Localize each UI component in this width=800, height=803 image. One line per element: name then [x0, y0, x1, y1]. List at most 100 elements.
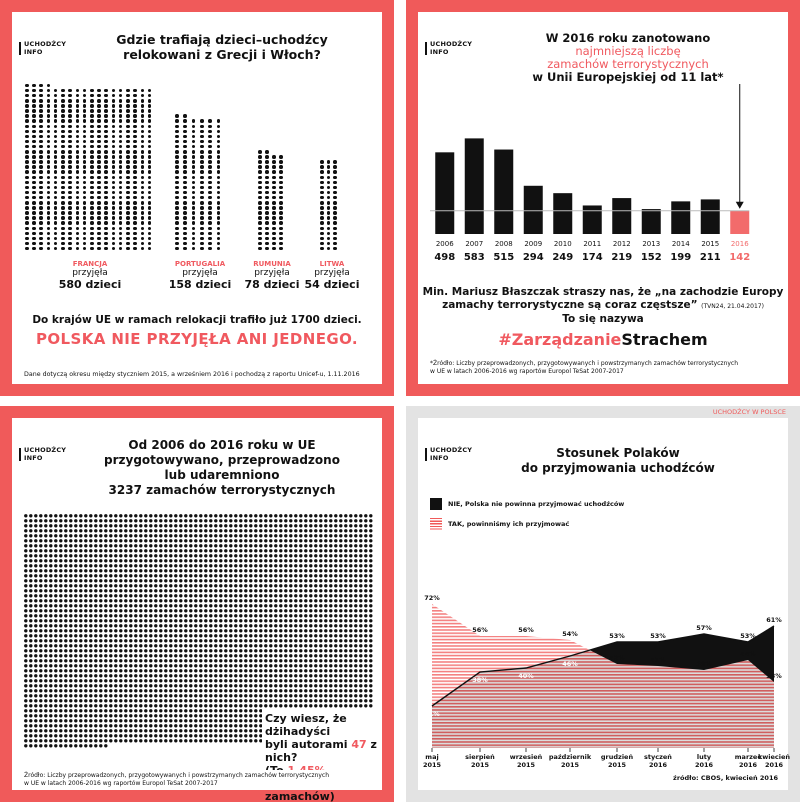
dot-attack [364, 704, 368, 708]
source-note: *Źródło: Liczby przeprowadzonych, przygo… [430, 360, 739, 375]
dot-attack [209, 564, 213, 568]
dot-attack [194, 624, 198, 628]
dot-attack [214, 699, 218, 703]
dot [200, 241, 204, 246]
dot [53, 88, 58, 93]
dot [68, 226, 72, 231]
dot-attack [24, 669, 28, 673]
dot-attack [279, 639, 283, 643]
dot-attack [249, 629, 253, 633]
dot-attack [99, 524, 103, 528]
dot-attack [199, 629, 203, 633]
dot-attack [289, 644, 293, 648]
dot-attack [94, 704, 98, 708]
dot-attack [269, 674, 273, 678]
dot [104, 109, 109, 113]
x-label-year: 2016 [739, 761, 758, 769]
dot-attack [69, 594, 73, 598]
dot-attack [74, 534, 78, 538]
dot-attack [114, 604, 118, 608]
dot-attack [364, 689, 368, 693]
dot [32, 226, 36, 231]
dot [32, 144, 36, 149]
dot-attack [194, 584, 198, 588]
dot-attack [49, 664, 53, 668]
dot-attack [284, 624, 288, 628]
dot-attack [124, 659, 128, 663]
dot-attack [274, 689, 278, 693]
dot [258, 150, 262, 154]
dot [46, 206, 51, 210]
dot-attack [144, 719, 148, 723]
dot [97, 246, 101, 251]
dot [265, 185, 269, 190]
dot [265, 170, 269, 174]
dot [53, 236, 58, 241]
dot-attack [114, 644, 118, 648]
dot-attack [294, 529, 298, 533]
dot-attack [209, 694, 213, 698]
dot-attack [109, 554, 113, 558]
dot-attack [89, 659, 93, 663]
dot-attack [104, 684, 108, 688]
dot-attack [94, 534, 98, 538]
dot-attack [229, 594, 233, 598]
dot-attack [159, 689, 163, 693]
dot-attack [369, 594, 373, 598]
dot [118, 241, 123, 246]
dot-attack [289, 669, 293, 673]
dot-attack [244, 589, 248, 593]
dot [90, 119, 94, 123]
dot-attack [234, 714, 238, 718]
dot-attack [254, 734, 258, 738]
dot-attack [159, 584, 163, 588]
dot-attack [334, 514, 338, 518]
dot-attack [344, 634, 348, 638]
dot-attack [24, 564, 28, 568]
dot-attack [254, 589, 258, 593]
dot-attack [309, 699, 313, 703]
dot-attack [364, 604, 368, 608]
dot [25, 236, 29, 241]
dot-attack [324, 664, 328, 668]
dot [126, 150, 130, 154]
dot [140, 129, 145, 134]
dot-attack [249, 559, 253, 563]
dot-attack [264, 624, 268, 628]
dot-attack [249, 654, 253, 658]
dot-attack [349, 684, 353, 688]
dot-attack [139, 514, 143, 518]
dot-attack [129, 554, 133, 558]
dot [333, 175, 337, 180]
dot-attack [264, 544, 268, 548]
dot [183, 236, 187, 241]
dot-attack [149, 639, 153, 643]
dot-attack [44, 724, 48, 728]
dot-attack [49, 639, 53, 643]
dot [326, 236, 331, 241]
dot-attack [59, 714, 63, 718]
dot-attack [224, 699, 228, 703]
dot-attack [294, 579, 298, 583]
dot-attack [244, 614, 248, 618]
dot-attack [174, 729, 178, 733]
dot-attack [224, 549, 228, 553]
dot-attack [84, 614, 88, 618]
dot-attack [329, 634, 333, 638]
dot-attack [254, 634, 258, 638]
dot-attack [194, 689, 198, 693]
dot-attack [369, 704, 373, 708]
dot-attack [299, 584, 303, 588]
dot-attack [329, 614, 333, 618]
dot [104, 134, 109, 139]
dot [140, 150, 145, 154]
dot-attack [39, 654, 43, 658]
dot-attack [54, 624, 58, 628]
dot [216, 175, 221, 180]
dot-attack [54, 664, 58, 668]
dot-attack [169, 609, 173, 613]
dot-attack [239, 594, 243, 598]
dot [75, 155, 80, 159]
dot-attack [279, 554, 283, 558]
dot-attack [339, 554, 343, 558]
